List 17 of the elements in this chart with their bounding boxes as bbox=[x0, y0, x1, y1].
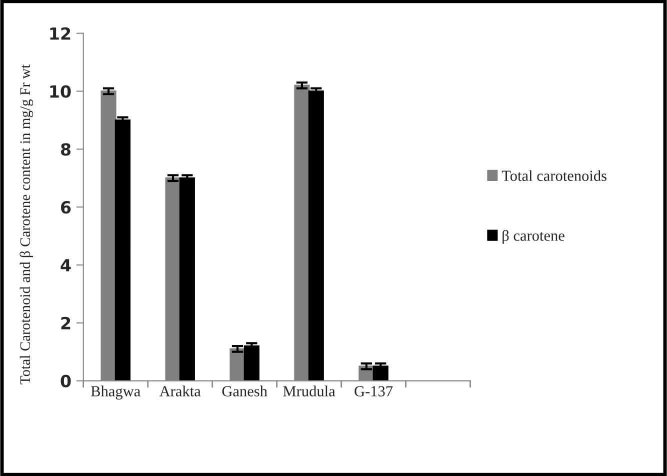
x-tick-label: Arakta bbox=[159, 386, 201, 396]
y-tick-label: 2 bbox=[61, 316, 70, 330]
y-tick-label: 0 bbox=[60, 374, 71, 388]
x-tick-label: Ganesh bbox=[222, 386, 268, 396]
x-tick-label: G-137 bbox=[354, 386, 393, 396]
x-tick-label: Mrudula bbox=[283, 386, 336, 396]
legend-label: Total carotenoids bbox=[502, 170, 606, 181]
y-tick-label: 8 bbox=[60, 143, 71, 156]
y-tick-label: 10 bbox=[50, 85, 71, 98]
y-tick-label: 12 bbox=[50, 27, 70, 40]
bar bbox=[308, 90, 324, 381]
x-tick-label: Bhagwa bbox=[91, 386, 140, 400]
legend-label: β carotene bbox=[502, 230, 564, 244]
y-axis-title: Total Carotenoid and β Carotene content in mg/g Fr wt bbox=[20, 64, 34, 384]
y-tick-label: 6 bbox=[61, 201, 71, 214]
bar bbox=[114, 119, 130, 381]
y-tick-label: 4 bbox=[60, 259, 71, 272]
